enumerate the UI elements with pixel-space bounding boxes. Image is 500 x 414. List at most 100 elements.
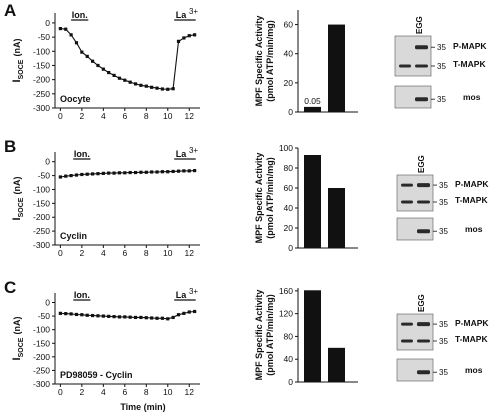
mos-label: mos bbox=[463, 92, 481, 102]
data-point bbox=[90, 59, 95, 63]
data-point bbox=[171, 315, 175, 320]
t-mapk-band bbox=[399, 64, 411, 68]
mos-label: mos bbox=[465, 365, 483, 375]
data-point bbox=[182, 36, 186, 40]
data-point bbox=[112, 171, 116, 175]
data-point bbox=[133, 170, 138, 175]
x-tick-label: 12 bbox=[185, 111, 195, 121]
egg-lane-label: EGG bbox=[417, 294, 426, 312]
x-tick-label: 4 bbox=[101, 111, 106, 121]
data-point bbox=[187, 169, 191, 173]
western-blot-a: EGG 35 P-MAPK 35 T-MAPK 35 mos bbox=[394, 16, 487, 109]
bar-egg bbox=[328, 188, 345, 248]
y-tick-label: 40 bbox=[284, 354, 294, 364]
data-point bbox=[112, 73, 116, 77]
x-tick-label: 8 bbox=[144, 248, 149, 258]
data-point bbox=[85, 54, 89, 58]
panel-letter-a: A bbox=[4, 1, 16, 20]
x-tick-label: 10 bbox=[163, 111, 173, 121]
x-tick-label: 8 bbox=[144, 387, 149, 397]
y-tick-label: 20 bbox=[284, 78, 294, 88]
data-point bbox=[107, 171, 111, 175]
data-point bbox=[107, 314, 111, 318]
y-tick-label: -200 bbox=[33, 75, 50, 85]
bar-label: 1.6 bbox=[307, 197, 319, 207]
mw-marker: 35 bbox=[437, 95, 446, 104]
y-tick-label: -150 bbox=[33, 60, 50, 70]
y-tick-label: 0 bbox=[288, 377, 293, 387]
data-point bbox=[160, 87, 165, 91]
bar-label: EGG bbox=[332, 84, 342, 104]
data-point bbox=[123, 315, 127, 319]
y-axis-title-unit: (nA) bbox=[12, 317, 22, 335]
data-point bbox=[182, 169, 186, 173]
data-point bbox=[58, 175, 62, 179]
p-mapk-label: P-MAPK bbox=[455, 179, 489, 189]
lanthanum-superscript: 3+ bbox=[189, 287, 198, 296]
y-axis-title-subscript: SOCE bbox=[18, 337, 25, 357]
data-point bbox=[139, 315, 143, 320]
data-point bbox=[166, 87, 170, 91]
panel-letter-c: C bbox=[4, 278, 16, 297]
data-point bbox=[117, 171, 122, 175]
data-point bbox=[69, 312, 73, 316]
y-tick-label: -50 bbox=[38, 32, 51, 42]
mw-marker: 35 bbox=[439, 337, 448, 346]
y-tick-label: 20 bbox=[284, 223, 294, 233]
y-axis-title: MPF Specific Activity bbox=[254, 16, 264, 107]
mw-marker: 35 bbox=[439, 368, 448, 377]
y-tick-label: 60 bbox=[284, 183, 294, 193]
y-tick-label: 60 bbox=[284, 20, 294, 30]
mos-label: mos bbox=[465, 224, 483, 234]
y-tick-label: 40 bbox=[284, 203, 294, 213]
y-axis-title-symbol: I bbox=[11, 79, 23, 82]
bar-sample bbox=[304, 155, 321, 248]
data-point bbox=[58, 26, 62, 31]
y-tick-label: 80 bbox=[284, 331, 294, 341]
mos-band bbox=[417, 229, 430, 234]
mos-band bbox=[417, 370, 430, 375]
p-mapk-band bbox=[417, 322, 430, 327]
lanthanum-label: La bbox=[176, 149, 187, 159]
western-blot-b: EGG 35 P-MAPK 35 T-MAPK 35 mos bbox=[396, 155, 489, 241]
data-point bbox=[133, 315, 138, 320]
data-point bbox=[166, 170, 170, 174]
data-point bbox=[90, 313, 95, 318]
x-tick-label: 0 bbox=[58, 111, 63, 121]
condition-label: Cyclin bbox=[60, 231, 87, 241]
data-point bbox=[123, 171, 127, 175]
data-point bbox=[150, 170, 154, 174]
x-tick-label: 2 bbox=[79, 387, 84, 397]
y-axis-title-subscript: SOCE bbox=[18, 197, 25, 217]
mos-blot-image bbox=[396, 217, 434, 241]
data-point bbox=[144, 170, 148, 174]
p-mapk-band bbox=[401, 322, 413, 326]
data-point bbox=[176, 169, 181, 173]
data-point bbox=[117, 315, 122, 319]
data-point bbox=[117, 76, 122, 80]
t-mapk-band bbox=[401, 339, 413, 343]
t-mapk-band bbox=[401, 200, 413, 204]
data-point bbox=[85, 172, 89, 176]
data-point bbox=[139, 83, 143, 87]
x-tick-label: 2 bbox=[79, 248, 84, 258]
mw-marker: 35 bbox=[439, 198, 448, 207]
data-point bbox=[150, 316, 154, 320]
x-axis-title: Time (min) bbox=[120, 402, 165, 412]
data-point bbox=[128, 170, 132, 175]
data-point bbox=[58, 311, 62, 315]
data-point bbox=[160, 316, 165, 320]
data-point bbox=[150, 85, 154, 89]
condition-label: Oocyte bbox=[60, 94, 91, 104]
panel-letter-b: B bbox=[4, 137, 16, 156]
data-point bbox=[74, 173, 79, 177]
y-tick-label: -100 bbox=[33, 325, 50, 335]
bar-egg bbox=[328, 24, 345, 113]
mapk-blot-image bbox=[396, 313, 434, 351]
y-tick-label: 80 bbox=[284, 163, 294, 173]
x-tick-label: 4 bbox=[101, 387, 106, 397]
data-point bbox=[90, 172, 95, 176]
y-tick-label: -100 bbox=[33, 184, 50, 194]
data-point bbox=[176, 39, 181, 43]
